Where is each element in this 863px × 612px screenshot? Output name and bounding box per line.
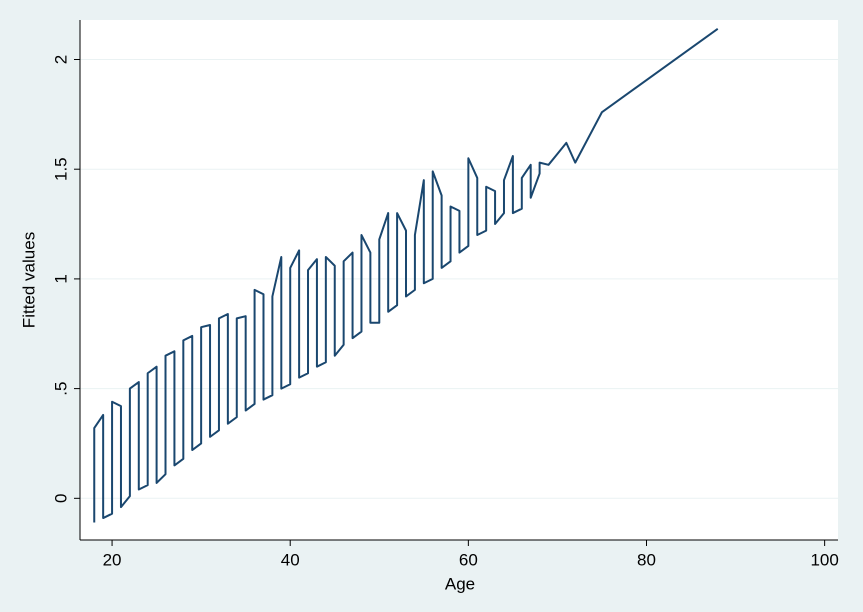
x-tick-label: 60 bbox=[459, 550, 478, 569]
x-tick-label: 40 bbox=[281, 550, 300, 569]
y-tick-label: 0 bbox=[51, 494, 70, 503]
y-tick-label: 2 bbox=[51, 55, 70, 64]
data-line bbox=[93, 27, 719, 523]
y-axis-label: Fitted values bbox=[19, 232, 38, 328]
plot-region bbox=[80, 20, 838, 540]
x-axis-label: Age bbox=[445, 574, 475, 593]
y-tick-label: .5 bbox=[51, 382, 70, 396]
y-tick-label: 1 bbox=[51, 274, 70, 283]
x-tick-label: 100 bbox=[810, 550, 838, 569]
x-tick-label: 80 bbox=[637, 550, 656, 569]
x-tick-label: 20 bbox=[103, 550, 122, 569]
y-tick-label: 1.5 bbox=[51, 157, 70, 181]
